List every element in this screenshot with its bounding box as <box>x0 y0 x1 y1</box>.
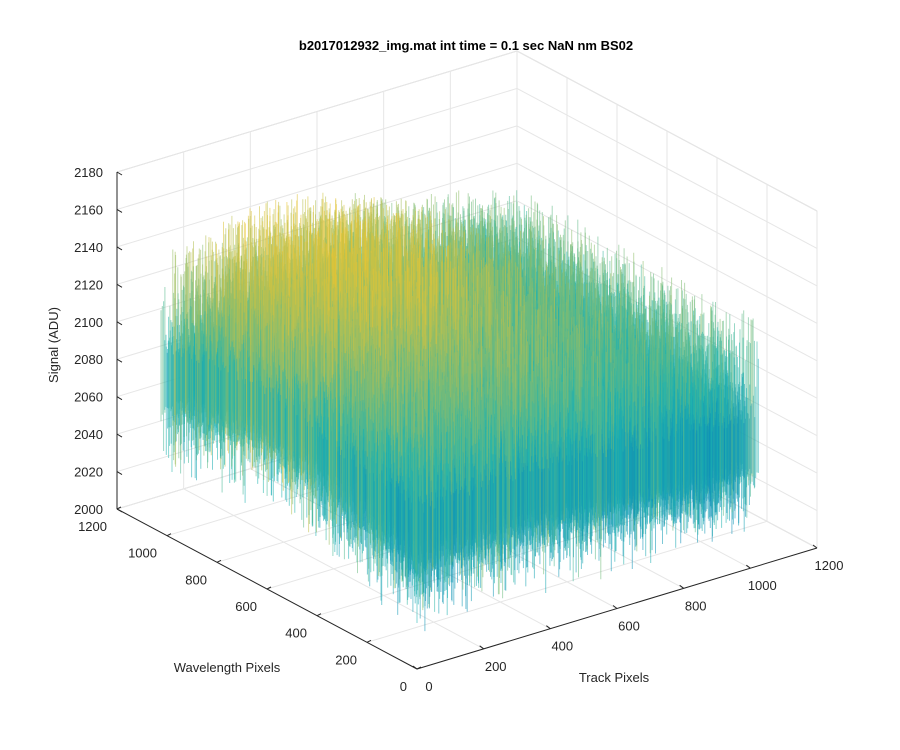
surface-plot-figure: 0200400600800100012000200400600800100012… <box>0 0 900 750</box>
